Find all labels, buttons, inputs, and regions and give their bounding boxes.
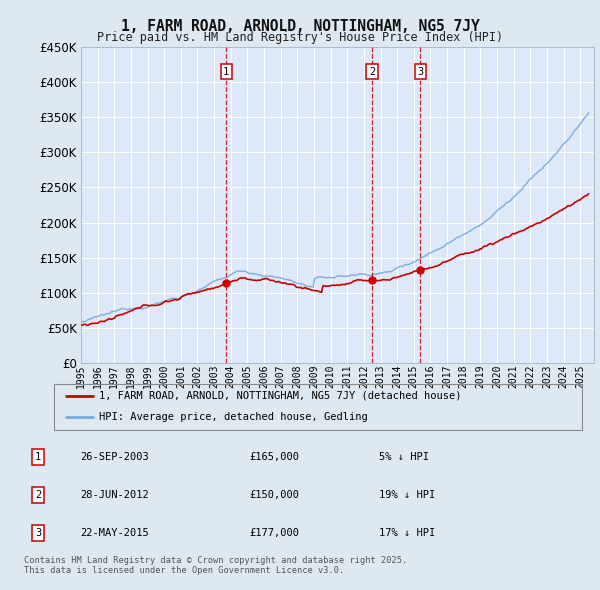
Text: 22-MAY-2015: 22-MAY-2015 [80, 527, 149, 537]
Text: 1: 1 [223, 67, 229, 77]
Text: 28-JUN-2012: 28-JUN-2012 [80, 490, 149, 500]
Text: 17% ↓ HPI: 17% ↓ HPI [379, 527, 436, 537]
Text: £150,000: £150,000 [250, 490, 299, 500]
Text: £177,000: £177,000 [250, 527, 299, 537]
Text: Contains HM Land Registry data © Crown copyright and database right 2025.
This d: Contains HM Land Registry data © Crown c… [24, 556, 407, 575]
Text: £165,000: £165,000 [250, 452, 299, 461]
Text: 5% ↓ HPI: 5% ↓ HPI [379, 452, 430, 461]
Text: 1: 1 [35, 452, 41, 461]
Text: Price paid vs. HM Land Registry's House Price Index (HPI): Price paid vs. HM Land Registry's House … [97, 31, 503, 44]
Text: 1, FARM ROAD, ARNOLD, NOTTINGHAM, NG5 7JY (detached house): 1, FARM ROAD, ARNOLD, NOTTINGHAM, NG5 7J… [99, 391, 461, 401]
Text: 19% ↓ HPI: 19% ↓ HPI [379, 490, 436, 500]
Text: 2: 2 [35, 490, 41, 500]
Text: HPI: Average price, detached house, Gedling: HPI: Average price, detached house, Gedl… [99, 412, 368, 422]
Text: 26-SEP-2003: 26-SEP-2003 [80, 452, 149, 461]
Text: 2: 2 [369, 67, 375, 77]
Text: 3: 3 [35, 527, 41, 537]
Text: 1, FARM ROAD, ARNOLD, NOTTINGHAM, NG5 7JY: 1, FARM ROAD, ARNOLD, NOTTINGHAM, NG5 7J… [121, 19, 479, 34]
Text: 3: 3 [417, 67, 424, 77]
